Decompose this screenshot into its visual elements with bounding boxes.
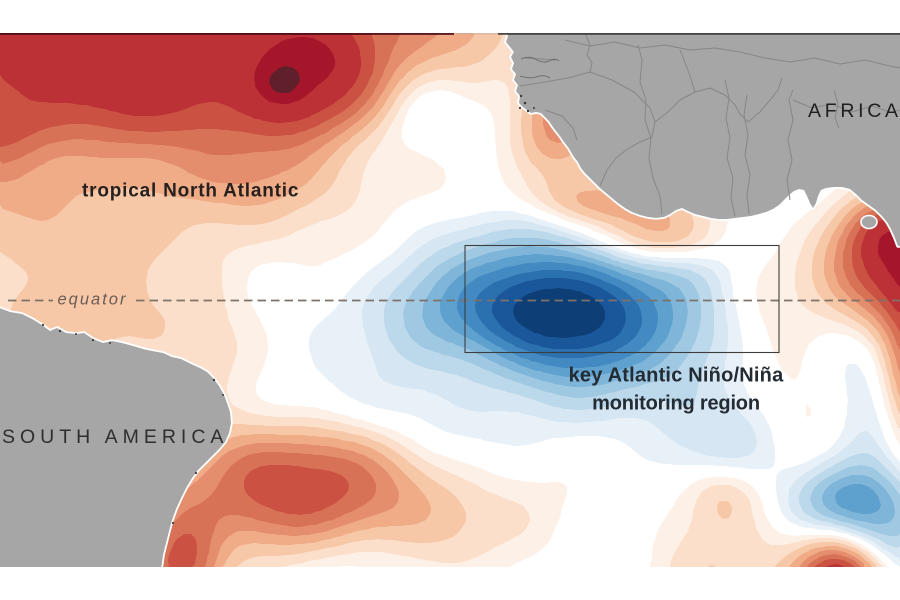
svg-text:tropical North Atlantic: tropical North Atlantic	[82, 181, 299, 202]
svg-text:monitoring region: monitoring region	[592, 392, 760, 414]
svg-text:equator: equator	[58, 290, 128, 308]
svg-text:SOUTH AMERICA: SOUTH AMERICA	[2, 426, 228, 448]
svg-text:key Atlantic Niño/Niña: key Atlantic Niño/Niña	[569, 365, 784, 387]
svg-text:AFRICA: AFRICA	[808, 100, 900, 122]
